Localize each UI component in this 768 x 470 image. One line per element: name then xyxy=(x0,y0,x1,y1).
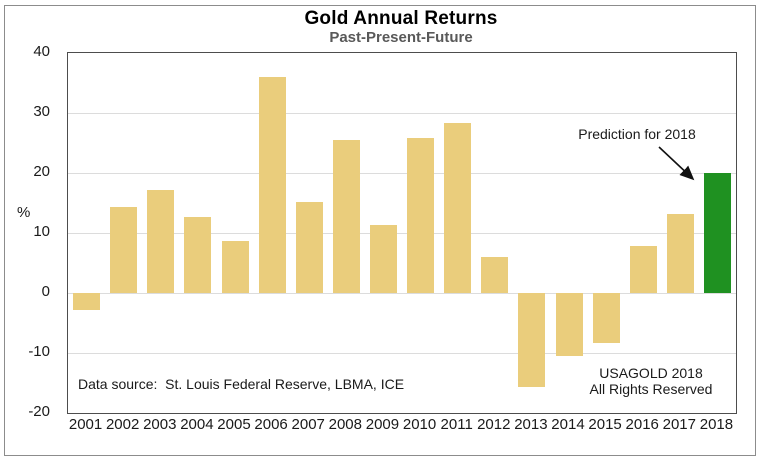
y-tick-label-30: 30 xyxy=(33,103,50,120)
x-tick-label-2010: 2010 xyxy=(402,416,437,433)
bar-2003 xyxy=(147,189,175,293)
plot-area xyxy=(67,52,737,414)
bar-2011 xyxy=(444,123,472,293)
y-tick-label--20: -20 xyxy=(28,403,50,420)
prediction-annotation-label: Prediction for 2018 xyxy=(578,126,696,142)
bar-2002 xyxy=(110,207,138,293)
copyright-line-2: All Rights Reserved xyxy=(589,381,713,397)
bar-2004 xyxy=(184,217,212,293)
bar-2007 xyxy=(295,202,323,293)
copyright-note: USAGOLD 2018 All Rights Reserved xyxy=(576,365,726,397)
x-tick-label-2005: 2005 xyxy=(217,416,251,433)
y-tick-label-0: 0 xyxy=(41,283,50,300)
bar-2015 xyxy=(592,293,620,344)
y-tick-label--10: -10 xyxy=(28,343,50,360)
x-tick-label-2006: 2006 xyxy=(254,416,288,433)
y-axis-unit-label: % xyxy=(17,204,31,221)
x-tick-label-2013: 2013 xyxy=(514,416,548,433)
y-tick-label-20: 20 xyxy=(33,163,50,180)
bar-2009 xyxy=(369,224,397,293)
gridline-0 xyxy=(68,293,736,294)
x-tick-label-2008: 2008 xyxy=(328,416,362,433)
y-tick-label-10: 10 xyxy=(33,223,50,240)
bar-2006 xyxy=(258,77,286,293)
x-tick-label-2004: 2004 xyxy=(180,416,214,433)
x-tick-label-2009: 2009 xyxy=(365,416,400,433)
x-tick-label-2007: 2007 xyxy=(291,416,325,433)
x-tick-label-2002: 2002 xyxy=(105,416,140,433)
data-source-note: Data source: St. Louis Federal Reserve, … xyxy=(78,376,405,392)
chart-subtitle: Past-Present-Future xyxy=(329,29,473,46)
bar-2010 xyxy=(407,137,435,293)
bar-2017 xyxy=(666,213,694,293)
bar-2013 xyxy=(518,293,546,387)
gridline-10 xyxy=(68,233,736,234)
y-tick-label-40: 40 xyxy=(33,43,50,60)
bar-2005 xyxy=(221,240,249,293)
gridline-20 xyxy=(68,173,736,174)
gridline-30 xyxy=(68,113,736,114)
x-tick-label-2014: 2014 xyxy=(551,416,585,433)
bar-2014 xyxy=(555,293,583,356)
bar-2012 xyxy=(481,257,509,293)
x-tick-label-2012: 2012 xyxy=(477,416,511,433)
x-tick-label-2017: 2017 xyxy=(662,416,696,433)
x-tick-label-2003: 2003 xyxy=(143,416,177,433)
bar-2008 xyxy=(332,140,360,293)
x-tick-label-2018: 2018 xyxy=(699,416,734,433)
bar-2018 xyxy=(703,173,731,293)
bar-2016 xyxy=(629,246,657,293)
x-tick-label-2015: 2015 xyxy=(588,416,622,433)
copyright-line-1: USAGOLD 2018 xyxy=(599,365,703,381)
x-tick-label-2001: 2001 xyxy=(68,416,103,433)
bar-2001 xyxy=(73,293,101,310)
x-tick-label-2011: 2011 xyxy=(440,416,473,433)
x-tick-label-2016: 2016 xyxy=(625,416,659,433)
gridline--10 xyxy=(68,353,736,354)
chart-title: Gold Annual Returns xyxy=(304,8,498,29)
